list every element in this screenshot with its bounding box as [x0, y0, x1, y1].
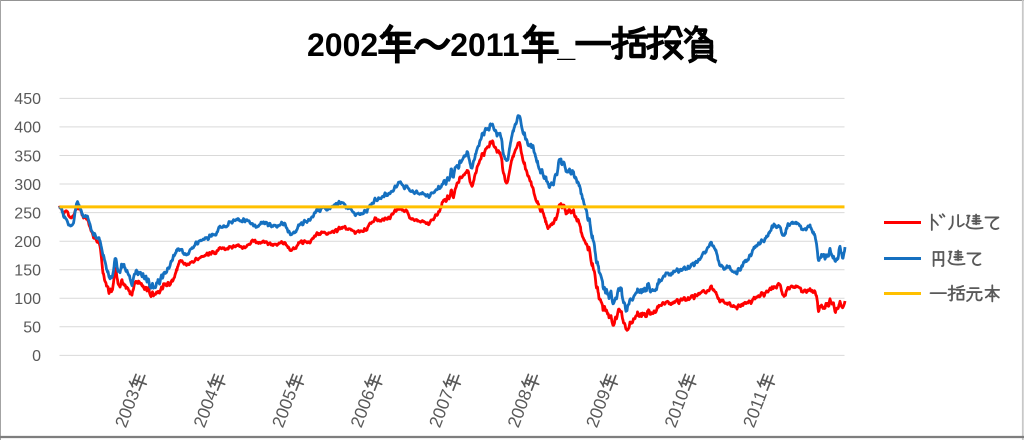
svg-text:2011: 2011	[450, 27, 519, 63]
svg-text:250: 250	[14, 205, 41, 222]
svg-text:100: 100	[14, 291, 41, 308]
svg-text:0: 0	[32, 348, 41, 365]
svg-text:350: 350	[14, 148, 41, 165]
svg-text:300: 300	[14, 177, 41, 194]
svg-text:_: _	[556, 27, 576, 63]
svg-text:400: 400	[14, 120, 41, 137]
svg-text:50: 50	[23, 320, 41, 337]
svg-text:200: 200	[14, 234, 41, 251]
svg-text:450: 450	[14, 91, 41, 108]
svg-text:2002: 2002	[307, 27, 378, 63]
svg-text:150: 150	[14, 263, 41, 280]
